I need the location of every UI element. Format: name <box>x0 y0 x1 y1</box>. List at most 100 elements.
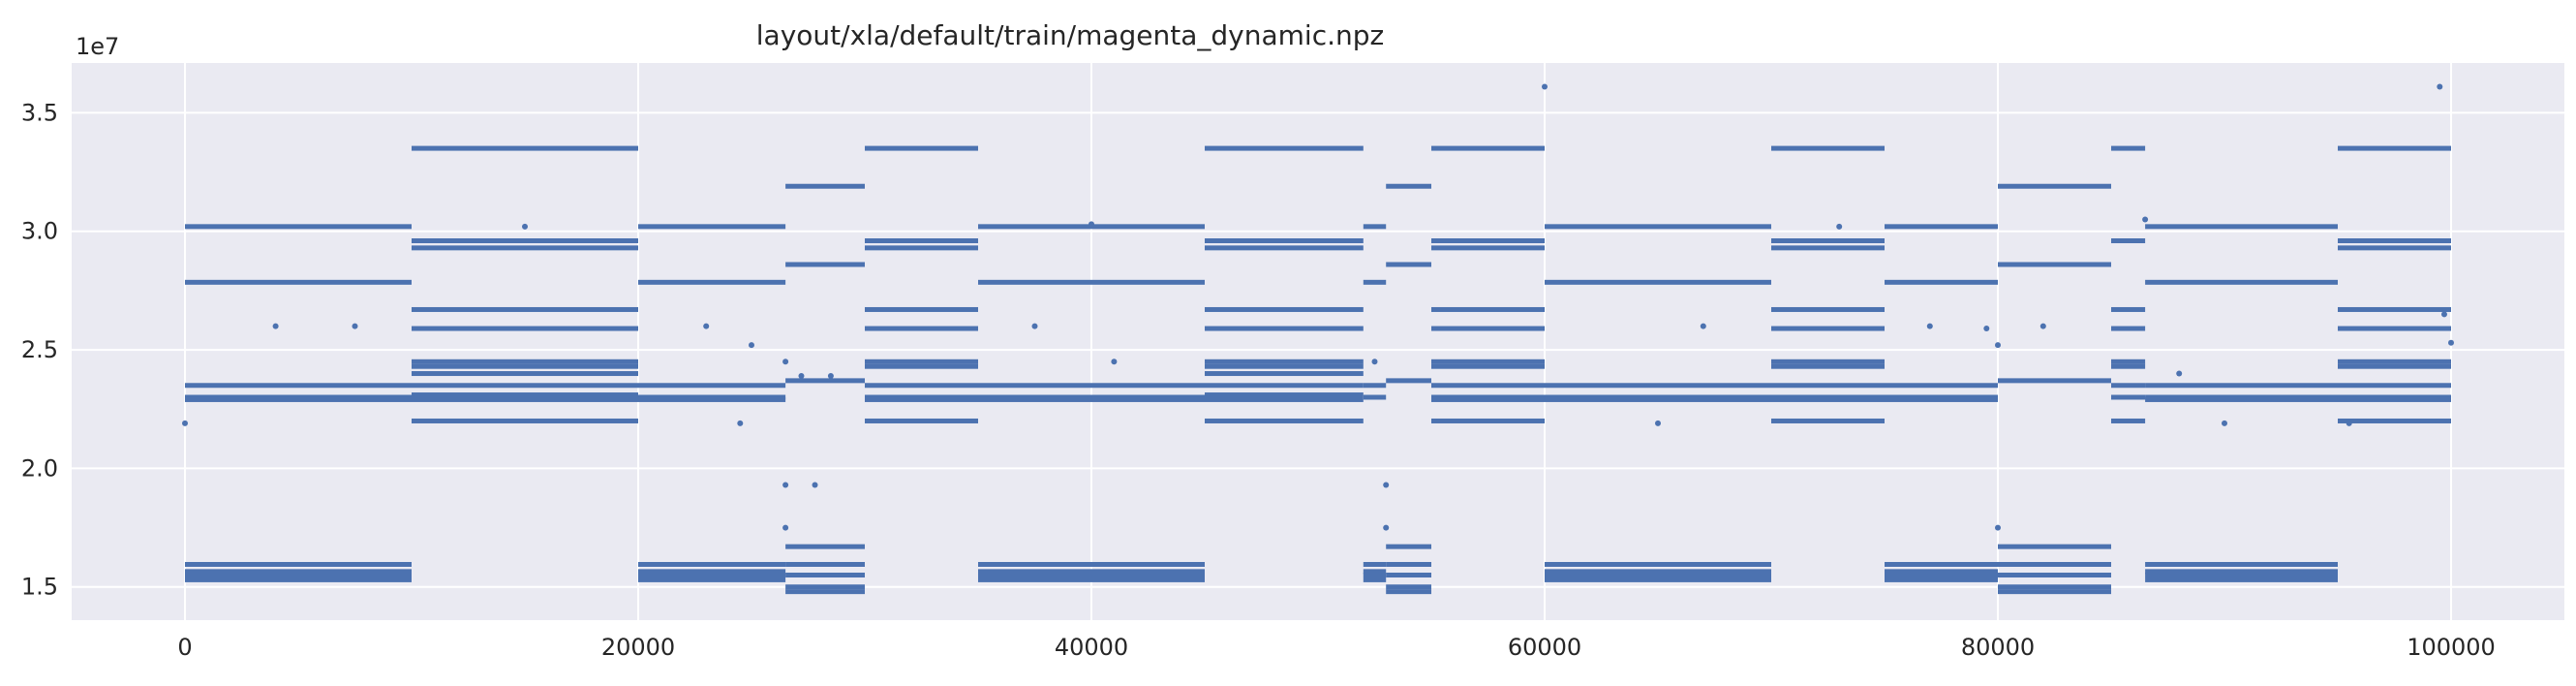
point-run-0-8 <box>185 577 412 582</box>
point-run-9-2 <box>1431 245 1545 251</box>
point-run-11-10 <box>1771 418 1885 423</box>
point-run-9-10 <box>1431 418 1545 423</box>
point-run-4-6 <box>865 363 978 369</box>
point-run-4-7 <box>865 383 978 389</box>
point-run-15-0 <box>2145 224 2338 230</box>
outlier-point-8 <box>782 524 789 531</box>
point-run-3-3 <box>785 544 865 549</box>
x-tick-label: 60000 <box>1508 634 1581 661</box>
point-run-10-5 <box>1545 562 1771 567</box>
point-run-1-11 <box>412 418 638 423</box>
point-run-9-5 <box>1431 359 1545 364</box>
point-run-14-0 <box>2111 145 2146 151</box>
point-run-16-10 <box>2338 418 2451 423</box>
point-run-2-1 <box>638 279 786 285</box>
point-run-15-1 <box>2145 279 2338 285</box>
point-run-1-5 <box>412 359 638 364</box>
outlier-point-21 <box>1700 323 1706 329</box>
point-run-4-10 <box>865 418 978 423</box>
point-run-9-3 <box>1431 306 1545 312</box>
point-run-1-3 <box>412 306 638 312</box>
point-run-6-8 <box>1205 383 1364 389</box>
point-run-3-1 <box>785 262 865 267</box>
point-run-14-3 <box>2111 326 2146 331</box>
point-run-16-9 <box>2338 396 2451 402</box>
outlier-point-4 <box>703 323 710 329</box>
point-run-11-6 <box>1771 363 1885 369</box>
outlier-point-5 <box>737 420 744 426</box>
point-run-5-7 <box>978 573 1205 578</box>
outlier-point-26 <box>1995 342 2001 349</box>
point-run-8-2 <box>1386 378 1431 384</box>
point-run-14-5 <box>2111 363 2146 369</box>
point-run-8-0 <box>1386 183 1431 189</box>
x-tick-label: 20000 <box>601 634 675 661</box>
point-run-5-2 <box>978 383 1205 389</box>
point-run-8-1 <box>1386 262 1431 267</box>
point-run-1-1 <box>412 238 638 244</box>
point-run-1-2 <box>412 245 638 251</box>
outlier-point-24 <box>1983 326 1990 332</box>
point-run-10-0 <box>1545 224 1771 230</box>
point-run-11-7 <box>1771 383 1885 389</box>
point-run-3-4 <box>785 562 865 567</box>
point-run-11-5 <box>1771 359 1885 364</box>
point-run-12-0 <box>1885 224 1998 230</box>
point-run-16-2 <box>2338 245 2451 251</box>
point-run-16-4 <box>2338 326 2451 331</box>
outlier-point-33 <box>2440 311 2447 318</box>
point-run-11-1 <box>1771 238 1885 244</box>
point-run-9-1 <box>1431 238 1545 244</box>
point-run-1-8 <box>412 383 638 389</box>
x-tick-label: 0 <box>177 634 192 661</box>
outlier-point-23 <box>1926 323 1933 329</box>
outlier-point-3 <box>522 223 528 230</box>
point-run-13-0 <box>1998 183 2111 189</box>
point-run-0-0 <box>185 224 412 230</box>
point-run-13-4 <box>1998 562 2111 567</box>
chart-title: layout/xla/default/train/magenta_dynamic… <box>756 19 1384 51</box>
outlier-point-20 <box>1655 420 1661 426</box>
point-run-3-6 <box>785 584 865 590</box>
point-run-7-0 <box>1363 224 1387 230</box>
point-run-15-7 <box>2145 573 2338 578</box>
outlier-point-25 <box>1995 524 2001 531</box>
data-points <box>182 83 2454 595</box>
point-run-2-5 <box>638 562 786 567</box>
point-run-15-8 <box>2145 577 2338 582</box>
point-run-16-6 <box>2338 363 2451 369</box>
point-run-2-2 <box>638 383 786 389</box>
outlier-point-19 <box>1542 83 1548 90</box>
point-run-1-0 <box>412 145 638 151</box>
point-run-2-4 <box>638 396 786 402</box>
point-run-15-6 <box>2145 569 2338 575</box>
point-run-0-4 <box>185 396 412 402</box>
outlier-point-29 <box>2176 370 2183 377</box>
y-tick-label: 2.5 <box>21 336 58 363</box>
outlier-point-10 <box>812 482 818 488</box>
point-run-4-4 <box>865 326 978 331</box>
point-run-7-5 <box>1363 569 1387 575</box>
point-run-4-9 <box>865 396 978 402</box>
point-run-13-3 <box>1998 544 2111 549</box>
point-run-10-2 <box>1545 383 1771 389</box>
point-run-15-2 <box>2145 383 2338 389</box>
point-run-7-6 <box>1363 573 1387 578</box>
point-run-10-7 <box>1545 573 1771 578</box>
point-run-14-4 <box>2111 359 2146 364</box>
point-run-8-4 <box>1386 562 1431 567</box>
point-run-3-7 <box>785 589 865 595</box>
outlier-point-22 <box>1836 223 1843 230</box>
point-run-6-2 <box>1205 245 1364 251</box>
point-run-2-7 <box>638 573 786 578</box>
point-run-9-4 <box>1431 326 1545 331</box>
point-run-12-2 <box>1885 383 1998 389</box>
point-run-6-1 <box>1205 238 1364 244</box>
outlier-point-28 <box>2142 216 2149 223</box>
outlier-point-2 <box>352 323 358 329</box>
outlier-point-17 <box>1383 482 1390 488</box>
point-run-4-3 <box>865 306 978 312</box>
point-run-8-7 <box>1386 589 1431 595</box>
outlier-point-1 <box>272 323 279 329</box>
